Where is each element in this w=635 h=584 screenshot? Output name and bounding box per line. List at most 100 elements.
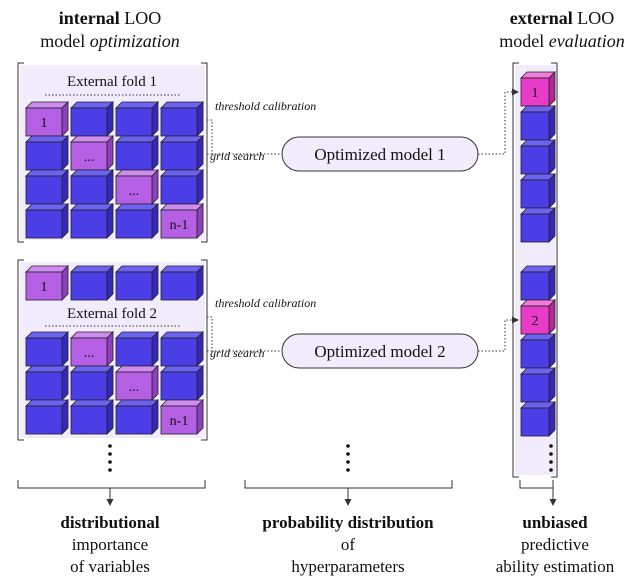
cube-side: [549, 174, 555, 208]
cube-top: [116, 266, 158, 272]
cube-top: [71, 400, 113, 406]
cube-top: [26, 400, 68, 406]
grid-label: grid search: [210, 346, 265, 360]
title-bold: external: [510, 8, 573, 28]
cube-side: [152, 102, 158, 136]
cube-front: [521, 146, 549, 174]
cube-front: [521, 112, 549, 140]
cube-front: [71, 210, 107, 238]
cube-side: [62, 102, 68, 136]
cube-front: [26, 210, 62, 238]
cube-front: [161, 272, 197, 300]
ellipsis-dot: [108, 468, 112, 472]
ellipsis-dot: [549, 452, 553, 456]
cube-top: [71, 102, 113, 108]
cube-front: [26, 406, 62, 434]
brace: [245, 480, 452, 500]
cube-side: [107, 102, 113, 136]
cube-side: [197, 102, 203, 136]
left-title-line1: internal LOO: [59, 8, 162, 28]
cube-side: [197, 400, 203, 434]
cube-top: [26, 332, 68, 338]
cube-side: [197, 366, 203, 400]
cube-side: [107, 204, 113, 238]
cube-label: n-1: [170, 218, 189, 233]
cube-top: [116, 400, 158, 406]
cube-side: [107, 366, 113, 400]
title-italic: optimization: [90, 31, 180, 51]
caption-line: ability estimation: [496, 557, 615, 576]
cube-top: [26, 266, 68, 272]
cube-front: [521, 214, 549, 242]
cube-side: [152, 366, 158, 400]
model-label: Optimized model 2: [314, 342, 445, 361]
right-title-line1: external LOO: [510, 8, 614, 28]
caption-line: importance: [72, 535, 148, 554]
cube-side: [152, 204, 158, 238]
cube-top: [116, 204, 158, 210]
cube-front: [161, 372, 197, 400]
cube-front: [71, 406, 107, 434]
cube-front: [71, 272, 107, 300]
cube-front: [116, 338, 152, 366]
cube-front: [116, 142, 152, 170]
cube-front: [521, 408, 549, 436]
cube-label: 1: [41, 116, 48, 131]
cube-top: [26, 102, 68, 108]
cube-side: [549, 106, 555, 140]
cube-top: [161, 400, 203, 406]
left-title-line2: model optimization: [40, 31, 180, 51]
cube-top: [71, 204, 113, 210]
title-bold: internal: [59, 8, 120, 28]
ellipsis-dot: [549, 468, 553, 472]
cube-front: [161, 176, 197, 204]
cube-top: [161, 332, 203, 338]
caption-line: of variables: [70, 557, 150, 576]
cube-label: n-1: [170, 414, 189, 429]
cube-side: [197, 266, 203, 300]
cube-side: [152, 332, 158, 366]
ellipsis-dot: [346, 444, 350, 448]
brace: [520, 480, 553, 500]
cube-side: [107, 136, 113, 170]
cube-front: [71, 176, 107, 204]
cube-side: [62, 266, 68, 300]
caption-line: of: [341, 535, 356, 554]
cube-side: [549, 266, 555, 300]
caption-bold: probability distribution: [262, 513, 434, 532]
cube-front: [71, 372, 107, 400]
cube-side: [62, 366, 68, 400]
cube-top: [161, 366, 203, 372]
cube-front: [521, 180, 549, 208]
cube-side: [197, 332, 203, 366]
cube-side: [107, 170, 113, 204]
cube-side: [549, 72, 555, 106]
cube-top: [26, 136, 68, 142]
caption-line: predictive: [521, 535, 589, 554]
cube-label: ...: [84, 150, 95, 165]
cube-top: [71, 170, 113, 176]
cube-top: [26, 170, 68, 176]
title-italic: evaluation: [549, 31, 625, 51]
ellipsis-dot: [346, 460, 350, 464]
connector: [478, 320, 514, 351]
cube-top: [26, 204, 68, 210]
cube-label: 1: [41, 280, 48, 295]
cube-front: [116, 210, 152, 238]
cube-top: [116, 332, 158, 338]
cube-front: [26, 372, 62, 400]
cube-top: [71, 366, 113, 372]
cube-side: [62, 136, 68, 170]
title-normal: LOO: [124, 8, 161, 28]
cube-label: 2: [532, 314, 539, 329]
arrow-head: [107, 499, 114, 506]
cube-front: [71, 108, 107, 136]
right-title-line2: model evaluation: [499, 31, 624, 51]
ellipsis-dot: [549, 460, 553, 464]
cube-side: [197, 170, 203, 204]
ellipsis-dot: [346, 468, 350, 472]
cube-front: [521, 340, 549, 368]
cube-top: [161, 102, 203, 108]
cube-front: [116, 272, 152, 300]
cube-side: [152, 266, 158, 300]
